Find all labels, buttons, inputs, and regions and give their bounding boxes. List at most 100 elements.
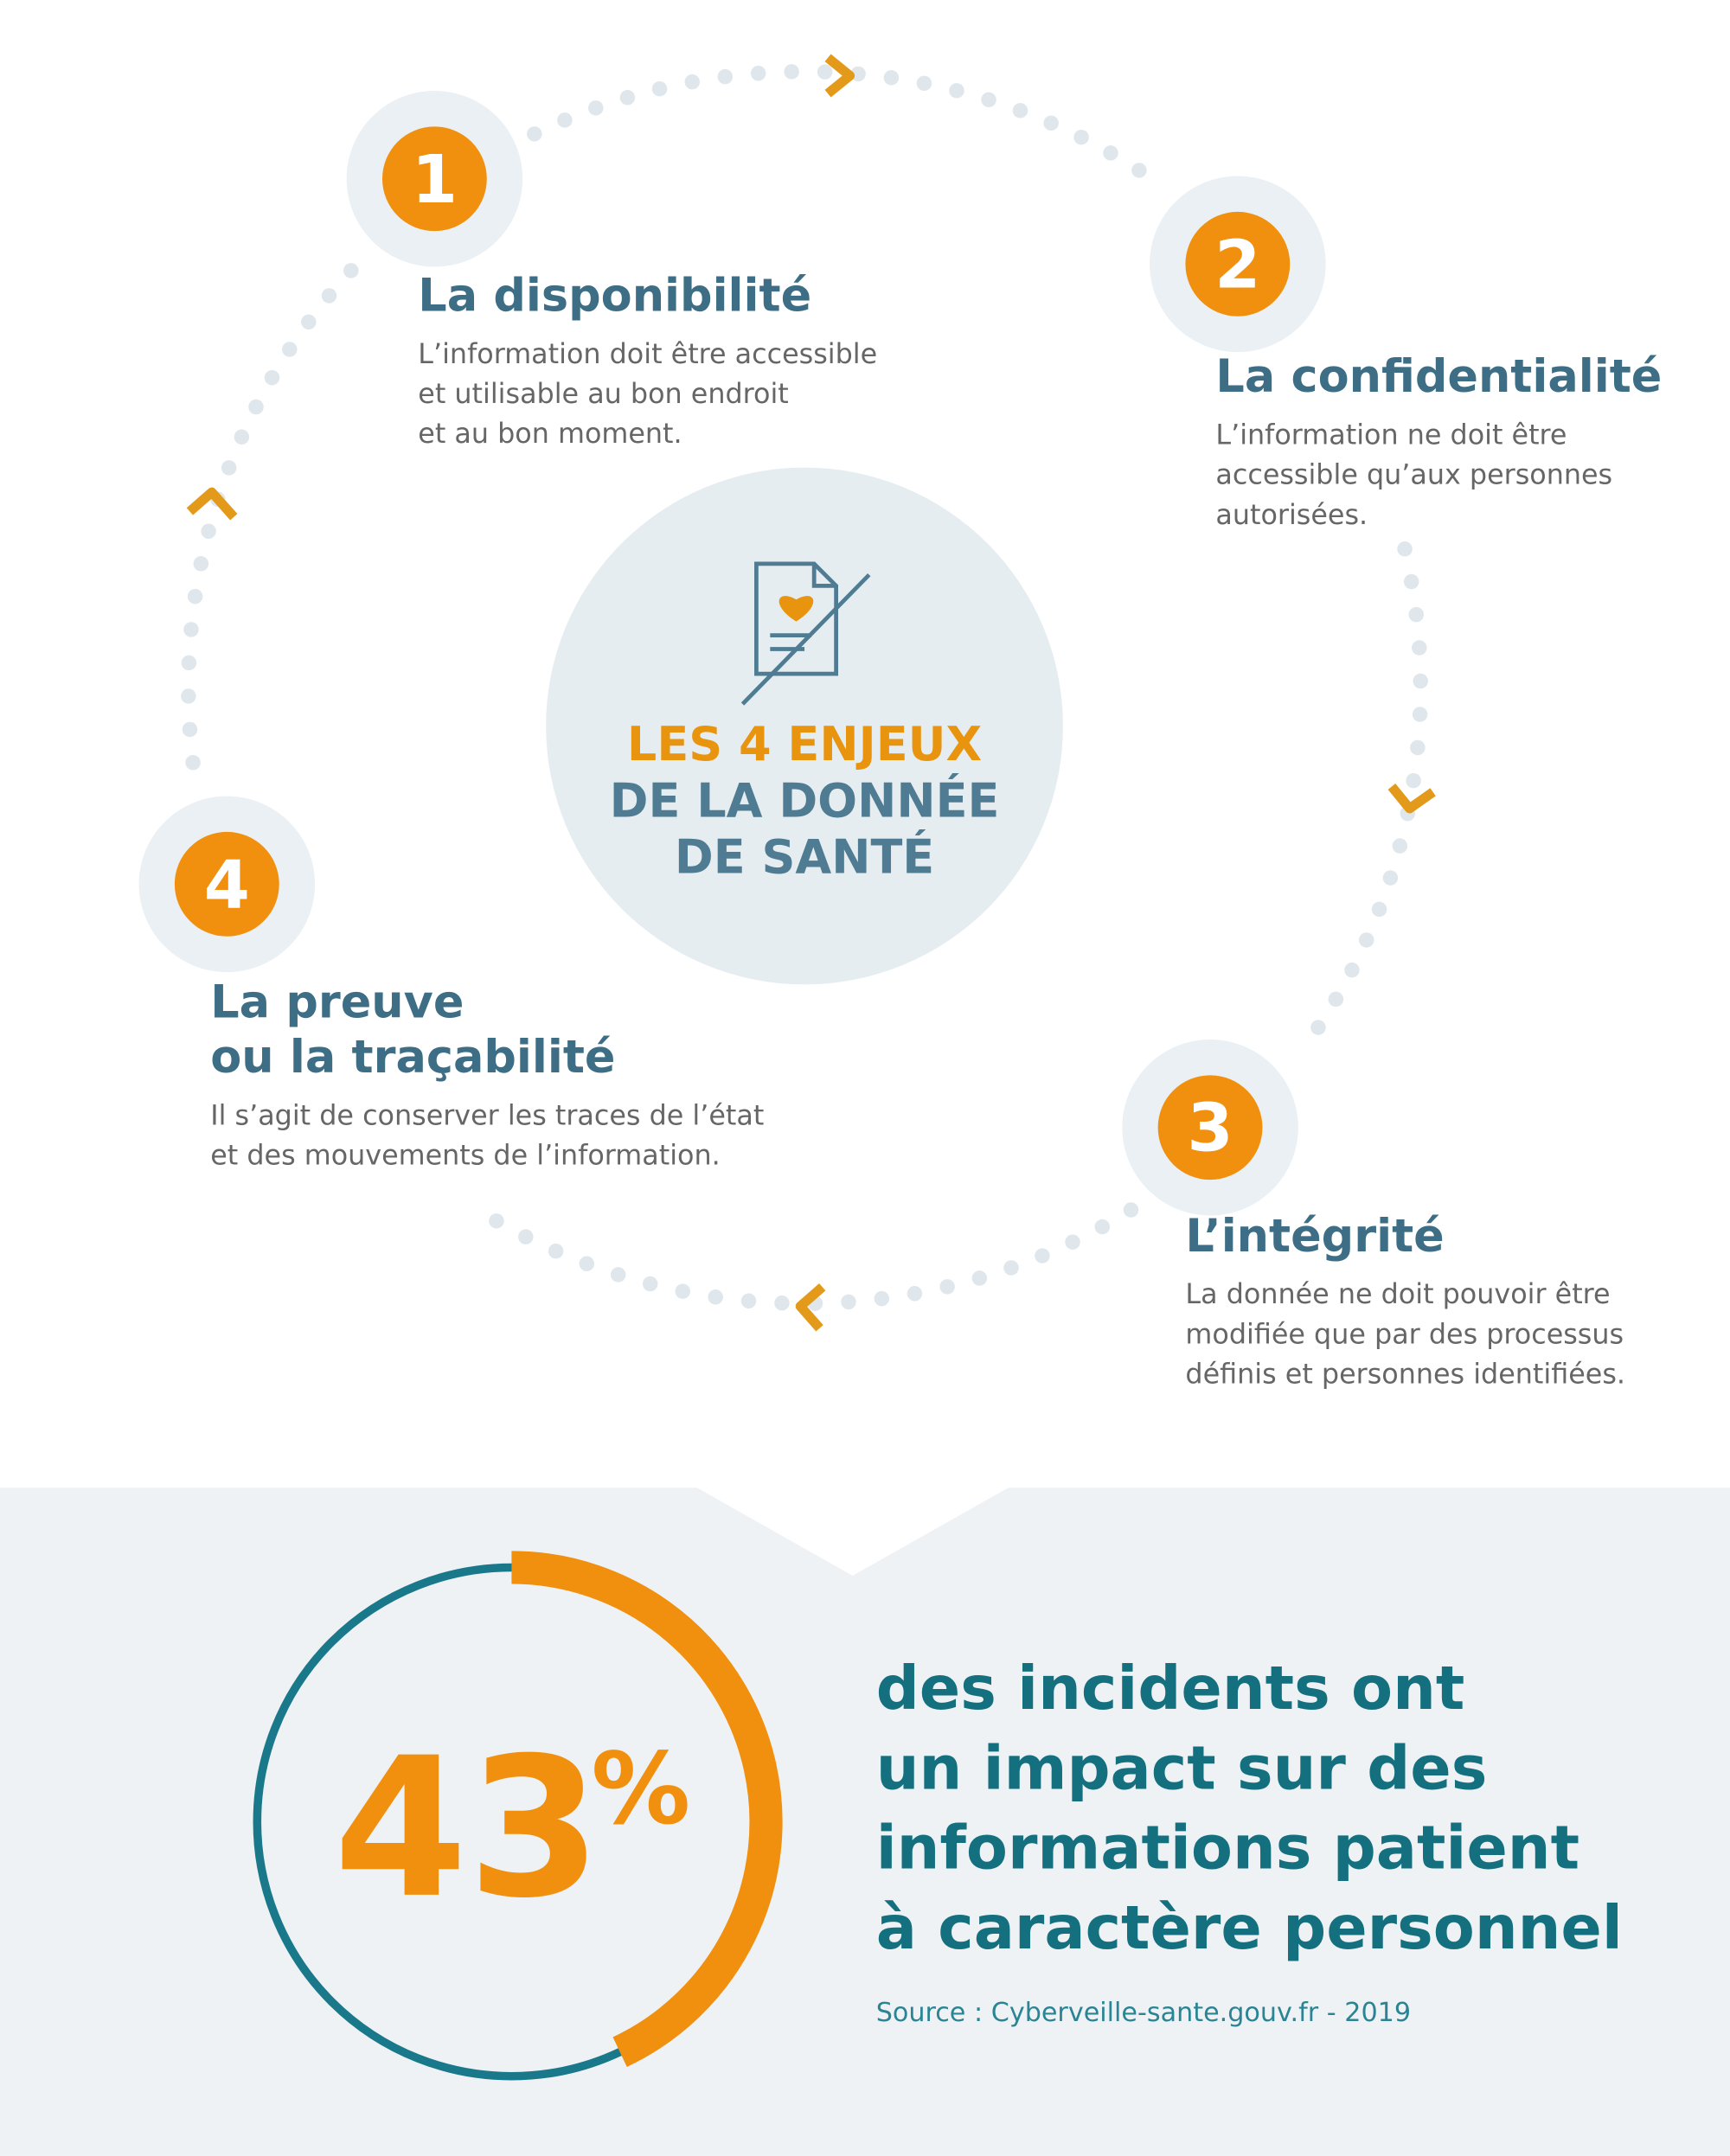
- dot: [684, 74, 700, 90]
- center-title: DE LA DONNÉE: [610, 773, 1000, 828]
- dot: [183, 622, 199, 637]
- number-badge: [174, 831, 279, 937]
- dot: [1003, 1260, 1019, 1276]
- center-title: DE SANTÉ: [675, 830, 934, 885]
- dot: [949, 83, 964, 99]
- dot: [619, 90, 636, 106]
- dot: [248, 399, 264, 415]
- dot: [907, 1286, 923, 1302]
- center-title: LES 4 ENJEUX: [627, 717, 982, 771]
- stat-text: à caractère personnel: [876, 1893, 1623, 1963]
- item-body: accessible qu’aux personnes: [1215, 459, 1612, 491]
- source: Source : Cyberveille-sante.gouv.fr - 201…: [876, 1998, 1411, 2028]
- dot: [548, 1243, 564, 1259]
- number-badge: [1185, 211, 1291, 317]
- dot: [1328, 991, 1344, 1008]
- dot: [850, 66, 866, 82]
- item-title: La confidentialité: [1215, 350, 1662, 403]
- dot: [939, 1279, 955, 1295]
- item-title: La preuve: [210, 976, 464, 1029]
- bottom-panel: [0, 1487, 1730, 2156]
- dot: [841, 1294, 856, 1310]
- dot: [874, 1290, 890, 1307]
- dot: [181, 655, 197, 671]
- stat-unit: %: [592, 1731, 691, 1846]
- dot: [708, 1289, 723, 1305]
- dot: [1410, 739, 1426, 756]
- dot: [1123, 1202, 1139, 1218]
- number: 3: [1187, 1090, 1233, 1167]
- dot: [1371, 901, 1387, 918]
- item-body: et des mouvements de l’information.: [210, 1140, 720, 1172]
- item-body: L’information ne doit être: [1215, 419, 1567, 451]
- dot: [489, 1213, 504, 1229]
- item-body: modifiée que par des processus: [1185, 1318, 1624, 1350]
- dot: [343, 263, 359, 278]
- chevron: [795, 1283, 826, 1332]
- number: 2: [1214, 226, 1260, 303]
- stat-value: 43: [334, 1717, 602, 1941]
- number: 1: [412, 141, 458, 218]
- number-badge: [381, 126, 487, 232]
- dot: [883, 70, 900, 86]
- center-circle: [546, 467, 1063, 985]
- dot: [557, 112, 573, 128]
- dot: [675, 1283, 691, 1299]
- dot: [1412, 640, 1427, 656]
- stat-text: un impact sur des: [876, 1733, 1488, 1803]
- dot: [527, 126, 542, 142]
- dot: [1073, 129, 1089, 145]
- dot: [301, 314, 317, 330]
- dot: [588, 100, 604, 116]
- dot: [1131, 163, 1147, 178]
- dot: [1012, 103, 1028, 118]
- dot: [321, 288, 337, 304]
- dot: [916, 75, 932, 92]
- document-icon: [740, 561, 871, 706]
- dot: [1344, 962, 1360, 978]
- dot: [185, 755, 201, 771]
- dot: [1094, 1219, 1111, 1235]
- chevron: [186, 487, 238, 521]
- dot: [579, 1256, 595, 1271]
- dot: [1035, 1248, 1050, 1264]
- number-badge: [1157, 1075, 1263, 1180]
- item-title: La disponibilité: [418, 269, 811, 322]
- dot: [264, 369, 280, 386]
- dot: [181, 688, 196, 704]
- item-title: ou la traçabilité: [210, 1031, 615, 1084]
- dot: [187, 588, 203, 605]
- dot: [981, 92, 996, 108]
- dotted-cycle: [181, 54, 1436, 1332]
- dot: [1413, 673, 1428, 689]
- item-body: et utilisable au bon endroit: [418, 378, 788, 410]
- item-body: Il s’agit de conserver les traces de l’é…: [210, 1100, 764, 1132]
- dot: [1403, 573, 1419, 590]
- item-body: L’information doit être accessible: [418, 338, 877, 370]
- dot: [774, 1296, 790, 1311]
- dot: [717, 68, 734, 85]
- stat-text: des incidents ont: [876, 1654, 1465, 1724]
- dot: [740, 1293, 757, 1309]
- stat-arc: [511, 1551, 783, 2067]
- stat-text: informations patient: [876, 1814, 1579, 1884]
- dot: [642, 1276, 658, 1292]
- notch: [694, 1486, 1011, 1577]
- item-body: définis et personnes identifiées.: [1185, 1358, 1625, 1390]
- dot: [1310, 1020, 1326, 1035]
- item-title: L’intégrité: [1185, 1210, 1444, 1263]
- dot: [518, 1229, 534, 1244]
- dot: [750, 66, 766, 81]
- dot: [1406, 772, 1421, 789]
- dot: [201, 523, 216, 539]
- dot: [1382, 870, 1399, 886]
- dot: [651, 80, 668, 97]
- dot: [182, 721, 198, 738]
- number: 4: [204, 846, 250, 923]
- dot: [1103, 145, 1118, 161]
- chevron: [1387, 783, 1436, 814]
- dot: [1358, 932, 1374, 948]
